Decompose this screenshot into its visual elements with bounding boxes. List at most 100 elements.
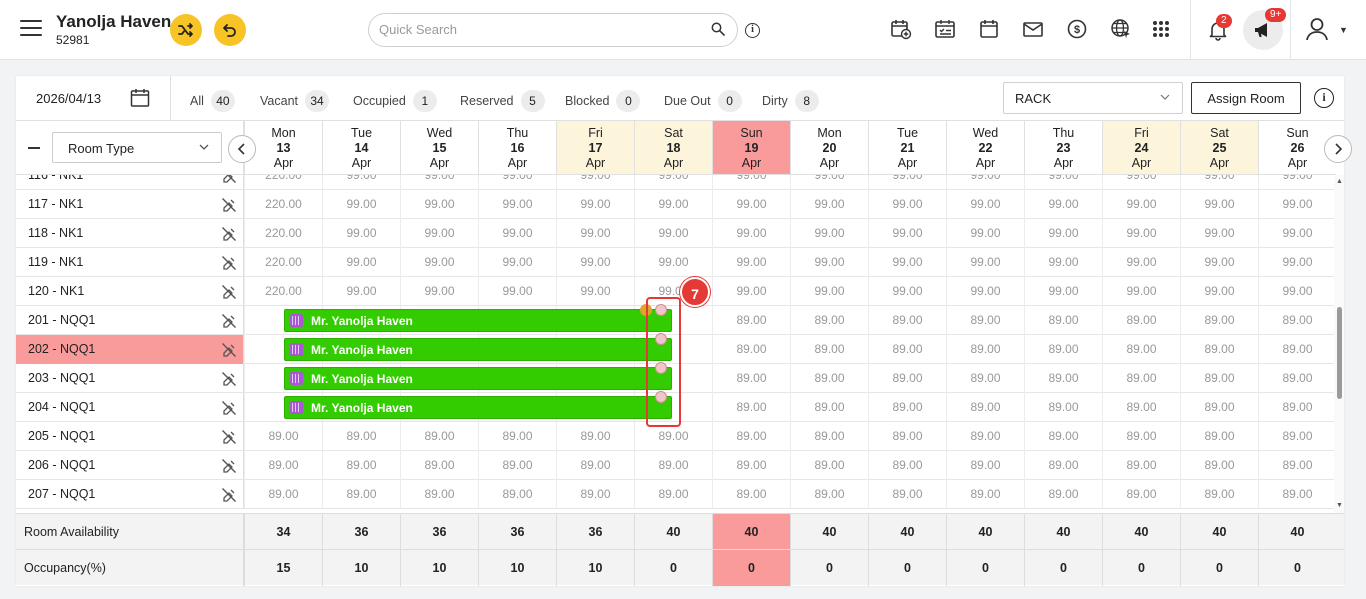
rate-cell[interactable]: 89.00 bbox=[1102, 422, 1180, 451]
room-label[interactable]: 204 - NQQ1 bbox=[16, 393, 244, 422]
rate-cell[interactable]: 89.00 bbox=[1180, 364, 1258, 393]
rate-cell[interactable]: 89.00 bbox=[712, 364, 790, 393]
rate-cell[interactable]: 89.00 bbox=[1024, 306, 1102, 335]
rate-cell[interactable]: 89.00 bbox=[478, 451, 556, 480]
quick-search[interactable] bbox=[368, 13, 738, 47]
rate-cell[interactable]: 89.00 bbox=[244, 451, 322, 480]
rate-cell[interactable]: 89.00 bbox=[1102, 480, 1180, 509]
guest-avatar-icon[interactable] bbox=[655, 391, 667, 403]
rate-cell[interactable]: 89.00 bbox=[790, 364, 868, 393]
rate-cell[interactable]: 89.00 bbox=[400, 422, 478, 451]
rate-cell[interactable]: 99.00 bbox=[400, 219, 478, 248]
reservation-bar[interactable]: Mr. Yanolja Haven bbox=[284, 338, 672, 361]
apps-grid-icon[interactable] bbox=[1150, 18, 1172, 40]
rate-cell[interactable]: 89.00 bbox=[1180, 335, 1258, 364]
rate-cell[interactable]: 99.00 bbox=[712, 277, 790, 306]
rate-cell[interactable]: 99.00 bbox=[1180, 190, 1258, 219]
rate-cell[interactable]: 89.00 bbox=[1258, 451, 1334, 480]
previous-dates-button[interactable] bbox=[228, 135, 256, 163]
rate-cell[interactable]: 99.00 bbox=[868, 277, 946, 306]
rate-cell[interactable]: 89.00 bbox=[1180, 306, 1258, 335]
rate-cell[interactable]: 89.00 bbox=[244, 480, 322, 509]
assign-room-button[interactable]: Assign Room bbox=[1191, 82, 1301, 114]
rate-cell[interactable]: 89.00 bbox=[400, 451, 478, 480]
rate-cell[interactable]: 220.00 bbox=[244, 190, 322, 219]
rate-cell[interactable]: 99.00 bbox=[1258, 219, 1334, 248]
rate-cell[interactable]: 99.00 bbox=[946, 175, 1024, 190]
no-cleaning-icon[interactable] bbox=[221, 255, 237, 271]
no-cleaning-icon[interactable] bbox=[221, 371, 237, 387]
rate-cell[interactable]: 89.00 bbox=[1102, 451, 1180, 480]
room-label[interactable]: 117 - NK1 bbox=[16, 190, 244, 219]
checklist-calendar-icon[interactable] bbox=[934, 18, 956, 40]
filter-chip-dirty[interactable]: Dirty 8 bbox=[762, 90, 819, 112]
rate-cell[interactable]: 99.00 bbox=[1180, 175, 1258, 190]
rate-cell[interactable] bbox=[244, 393, 322, 422]
reservation-bar[interactable]: Mr. Yanolja Haven bbox=[284, 367, 672, 390]
scrollbar-thumb[interactable] bbox=[1337, 307, 1342, 399]
no-cleaning-icon[interactable] bbox=[221, 313, 237, 329]
room-label[interactable]: 120 - NK1 bbox=[16, 277, 244, 306]
rate-plan-select[interactable]: RACK bbox=[1003, 82, 1183, 114]
rate-cell[interactable]: 99.00 bbox=[790, 219, 868, 248]
rate-cell[interactable]: 99.00 bbox=[1024, 219, 1102, 248]
room-type-select[interactable]: Room Type bbox=[52, 132, 222, 163]
rate-cell[interactable]: 99.00 bbox=[1102, 248, 1180, 277]
info-icon[interactable]: i bbox=[745, 23, 760, 38]
rate-cell[interactable]: 99.00 bbox=[1024, 248, 1102, 277]
rate-cell[interactable]: 99.00 bbox=[556, 248, 634, 277]
rate-cell[interactable] bbox=[244, 364, 322, 393]
add-reservation-icon[interactable] bbox=[890, 18, 912, 40]
rate-cell[interactable]: 99.00 bbox=[634, 190, 712, 219]
rate-cell[interactable]: 99.00 bbox=[322, 190, 400, 219]
rate-cell[interactable]: 99.00 bbox=[1180, 248, 1258, 277]
rate-cell[interactable]: 99.00 bbox=[1102, 277, 1180, 306]
no-cleaning-icon[interactable] bbox=[221, 342, 237, 358]
rate-cell[interactable]: 89.00 bbox=[1180, 422, 1258, 451]
filter-chip-reserved[interactable]: Reserved 5 bbox=[460, 90, 545, 112]
rate-cell[interactable]: 99.00 bbox=[712, 248, 790, 277]
calendar-icon[interactable] bbox=[978, 18, 1000, 40]
rate-cell[interactable]: 89.00 bbox=[556, 451, 634, 480]
filter-chip-due-out[interactable]: Due Out 0 bbox=[664, 90, 742, 112]
rate-cell[interactable]: 89.00 bbox=[1258, 480, 1334, 509]
rate-cell[interactable]: 89.00 bbox=[712, 480, 790, 509]
rate-cell[interactable]: 99.00 bbox=[322, 219, 400, 248]
rate-cell[interactable]: 89.00 bbox=[946, 422, 1024, 451]
rate-cell[interactable]: 89.00 bbox=[556, 480, 634, 509]
rate-cell[interactable]: 99.00 bbox=[556, 277, 634, 306]
rate-cell[interactable]: 99.00 bbox=[322, 277, 400, 306]
room-label[interactable]: 201 - NQQ1 bbox=[16, 306, 244, 335]
no-cleaning-icon[interactable] bbox=[221, 175, 237, 184]
rate-cell[interactable]: 99.00 bbox=[634, 219, 712, 248]
room-label[interactable]: 205 - NQQ1 bbox=[16, 422, 244, 451]
search-input[interactable] bbox=[379, 22, 699, 37]
rate-cell[interactable]: 89.00 bbox=[1024, 451, 1102, 480]
rate-cell[interactable]: 89.00 bbox=[790, 422, 868, 451]
rate-cell[interactable]: 89.00 bbox=[790, 480, 868, 509]
rate-cell[interactable]: 99.00 bbox=[400, 248, 478, 277]
rate-cell[interactable]: 220.00 bbox=[244, 219, 322, 248]
rate-cell[interactable]: 89.00 bbox=[1024, 480, 1102, 509]
rate-cell[interactable]: 89.00 bbox=[322, 451, 400, 480]
rate-cell[interactable]: 99.00 bbox=[478, 277, 556, 306]
rate-cell[interactable]: 89.00 bbox=[868, 422, 946, 451]
rate-cell[interactable]: 220.00 bbox=[244, 277, 322, 306]
rate-cell[interactable]: 89.00 bbox=[1024, 422, 1102, 451]
rate-cell[interactable]: 89.00 bbox=[790, 393, 868, 422]
rate-cell[interactable]: 89.00 bbox=[1024, 364, 1102, 393]
rate-cell[interactable]: 89.00 bbox=[712, 422, 790, 451]
dollar-icon[interactable]: $ bbox=[1066, 18, 1088, 40]
rate-cell[interactable]: 89.00 bbox=[322, 422, 400, 451]
rate-cell[interactable]: 89.00 bbox=[1102, 306, 1180, 335]
rate-cell[interactable]: 89.00 bbox=[946, 451, 1024, 480]
no-cleaning-icon[interactable] bbox=[221, 197, 237, 213]
rate-cell[interactable]: 89.00 bbox=[712, 335, 790, 364]
rate-cell[interactable]: 99.00 bbox=[556, 190, 634, 219]
globe-icon[interactable] bbox=[1110, 18, 1132, 40]
rate-cell[interactable]: 99.00 bbox=[712, 190, 790, 219]
reservation-bar[interactable]: Mr. Yanolja Haven bbox=[284, 309, 672, 332]
rate-cell[interactable]: 89.00 bbox=[868, 451, 946, 480]
undo-button[interactable] bbox=[214, 14, 246, 46]
rate-cell[interactable]: 99.00 bbox=[1180, 277, 1258, 306]
